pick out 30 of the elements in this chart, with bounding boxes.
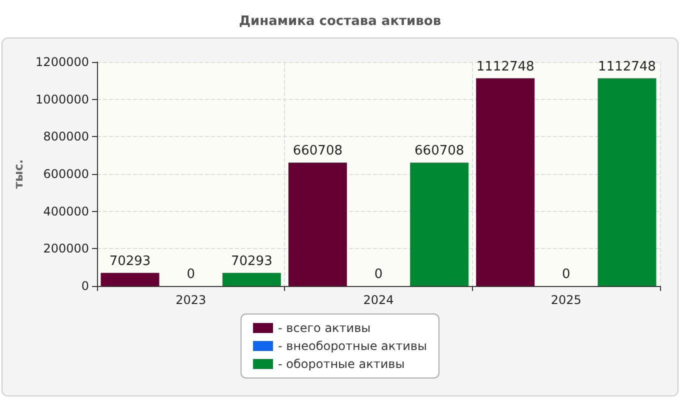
- y-axis-title: тыс.: [12, 159, 26, 189]
- legend-label: - внеоборотные активы: [278, 339, 427, 353]
- x-tick-label: 2023: [176, 293, 206, 307]
- bar: [476, 78, 535, 286]
- data-label: 0: [374, 267, 383, 282]
- data-label: 0: [562, 267, 570, 282]
- chart-title: Динамика состава активов: [238, 14, 442, 29]
- data-label: 660708: [292, 144, 342, 159]
- bar: [598, 78, 656, 286]
- bar: [288, 162, 347, 286]
- y-tick-label: 1000000: [36, 92, 89, 106]
- data-label: 1112748: [476, 59, 534, 74]
- y-tick-label: 0: [81, 279, 89, 293]
- data-label: 70293: [109, 254, 151, 269]
- data-label: 660708: [414, 144, 464, 159]
- x-tick-label: 2024: [363, 293, 394, 307]
- legend-label: - всего активы: [278, 321, 371, 335]
- x-tick-label: 2025: [550, 293, 582, 307]
- bar: [222, 272, 281, 286]
- y-tick-label: 200000: [43, 242, 89, 256]
- bar: [100, 272, 160, 286]
- data-label: 70293: [230, 254, 272, 269]
- bar: [410, 162, 469, 286]
- y-tick-label: 400000: [43, 204, 89, 218]
- y-tick-label: 800000: [43, 130, 89, 144]
- legend-label: - оборотные активы: [278, 357, 405, 371]
- data-label: 0: [186, 267, 195, 282]
- y-tick-label: 1200000: [36, 55, 89, 69]
- data-label: 1112748: [598, 59, 656, 74]
- y-tick-label: 600000: [43, 167, 89, 181]
